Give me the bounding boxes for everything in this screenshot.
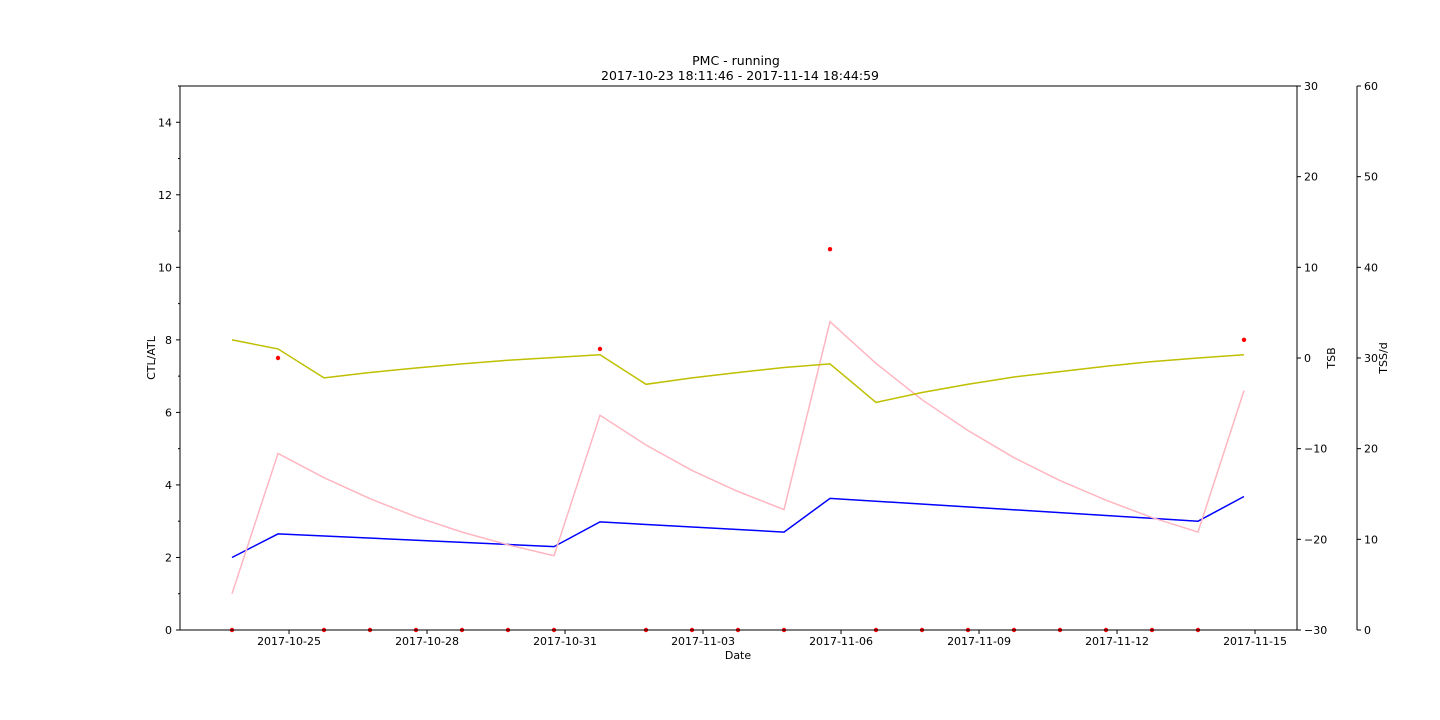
- y-left-tick-label: 0: [165, 624, 172, 637]
- y-tss-tick-label: 0: [1364, 624, 1371, 637]
- x-tick-label: 2017-11-15: [1223, 635, 1287, 648]
- y-left-tick-label: 6: [165, 406, 172, 419]
- y-axis-right-tsb: −30 −20 −10 0 10 20 30: [1297, 80, 1327, 637]
- y-left-tick-label: 10: [158, 261, 172, 274]
- y-left-tick-label: 8: [165, 334, 172, 347]
- x-axis-label: Date: [725, 649, 752, 662]
- y-tsb-tick-label: 20: [1304, 171, 1318, 184]
- x-tick-label: 2017-10-31: [533, 635, 597, 648]
- y-tss-tick-label: 40: [1364, 261, 1378, 274]
- y-left-tick-label: 2: [165, 551, 172, 564]
- x-tick-label: 2017-11-12: [1085, 635, 1149, 648]
- tss-point: [275, 355, 281, 361]
- tss-point: [597, 346, 603, 352]
- y-axis-left: 0 2 4 6 8 10 12 14: [158, 85, 180, 637]
- chart-subtitle: 2017-10-23 18:11:46 - 2017-11-14 18:44:5…: [601, 68, 879, 83]
- atl-line: [231, 320, 1245, 594]
- tss-points-layer: [229, 247, 1247, 633]
- x-tick-label: 2017-10-25: [257, 635, 321, 648]
- y-axis-right-tss-label: TSS/d: [1377, 342, 1390, 374]
- y-axis-right-tsb-label: TSB: [1325, 347, 1338, 369]
- y-tss-tick-label: 50: [1364, 171, 1378, 184]
- ctl-line: [231, 495, 1245, 559]
- x-tick-label: 2017-11-06: [809, 635, 873, 648]
- x-tick-label: 2017-10-28: [395, 635, 459, 648]
- y-left-tick-label: 14: [158, 116, 172, 129]
- y-tss-tick-label: 20: [1364, 443, 1378, 456]
- y-tsb-tick-label: −10: [1304, 443, 1327, 456]
- x-axis: 2017-10-25 2017-10-28 2017-10-31 2017-11-03…: [257, 630, 1287, 648]
- y-tss-tick-label: 10: [1364, 533, 1378, 546]
- tss-point: [827, 247, 833, 252]
- series-layer: [231, 320, 1245, 594]
- tss-point: [1241, 337, 1247, 343]
- y-left-tick-label: 4: [165, 479, 172, 492]
- plot-frame: [179, 85, 1298, 631]
- y-axis-right-tss: 0 10 20 30 40 50 60: [1357, 80, 1378, 637]
- x-tick-label: 2017-11-09: [947, 635, 1011, 648]
- y-tsb-tick-label: −30: [1304, 624, 1327, 637]
- y-left-tick-label: 12: [158, 189, 172, 202]
- x-tick-label: 2017-11-03: [671, 635, 735, 648]
- y-tsb-tick-label: −20: [1304, 533, 1327, 546]
- y-tsb-tick-label: 10: [1304, 261, 1318, 274]
- y-tss-tick-label: 30: [1364, 352, 1378, 365]
- tsb-line: [231, 339, 1245, 404]
- y-axis-left-label: CTL/ATL: [145, 335, 158, 380]
- chart-title: PMC - running: [692, 53, 780, 68]
- y-tsb-tick-label: 0: [1304, 352, 1311, 365]
- y-tss-tick-label: 60: [1364, 80, 1378, 93]
- y-tsb-tick-label: 30: [1304, 80, 1318, 93]
